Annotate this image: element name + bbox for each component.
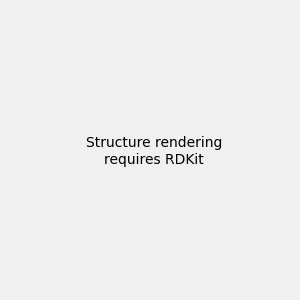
Text: Structure rendering
requires RDKit: Structure rendering requires RDKit bbox=[85, 136, 222, 166]
